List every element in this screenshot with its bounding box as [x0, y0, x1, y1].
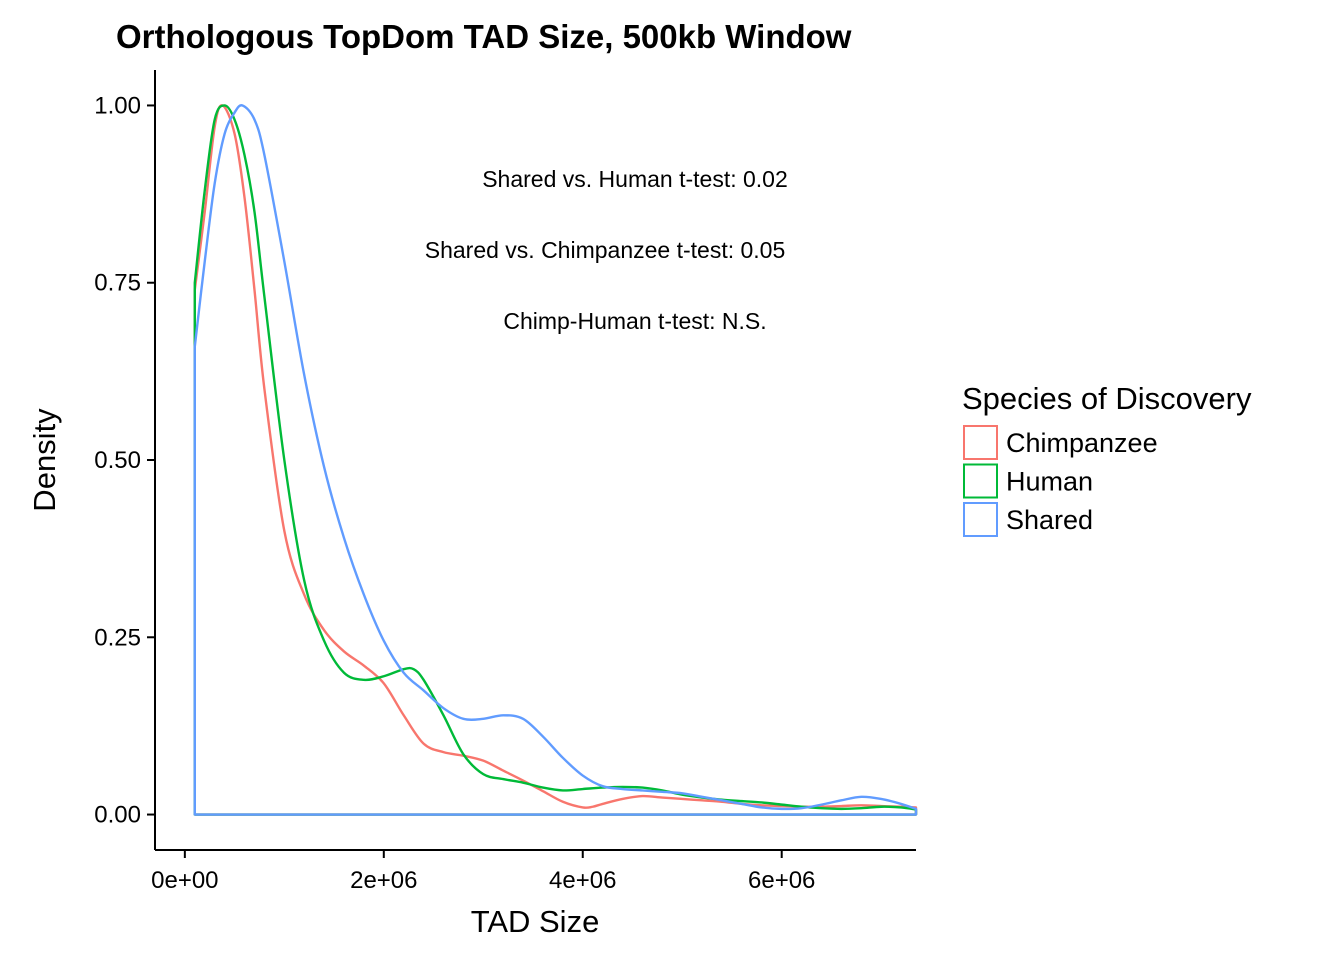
x-tick-label: 0e+00: [151, 867, 218, 894]
legend-key-shared: [963, 502, 998, 537]
annotation-chimp-human: Chimp-Human t-test: N.S.: [503, 308, 766, 334]
series-layer: [193, 104, 918, 816]
x-tick-label: 2e+06: [350, 867, 417, 894]
x-ticks: 0e+00 2e+06 4e+06 6e+06: [151, 850, 815, 894]
legend-label-human: Human: [1006, 467, 1093, 497]
legend-label-shared: Shared: [1006, 505, 1093, 535]
x-tick-label: 4e+06: [549, 867, 616, 894]
legend: Species of Discovery Chimpanzee Human Shar…: [962, 381, 1252, 537]
y-tick-label: 0.50: [94, 447, 141, 474]
y-tick-label: 0.25: [94, 624, 141, 651]
density-curve-shared: [193, 104, 918, 816]
legend-items: Chimpanzee Human Shared: [963, 425, 1158, 537]
y-tick-label: 1.00: [94, 92, 141, 119]
y-tick-label: 0.75: [94, 270, 141, 297]
annotation-shared-vs-human: Shared vs. Human t-test: 0.02: [482, 166, 788, 192]
density-curve-chimpanzee: [193, 104, 918, 816]
y-axis-title: Density: [27, 408, 62, 512]
x-tick-label: 6e+06: [748, 867, 815, 894]
legend-title: Species of Discovery: [962, 381, 1252, 416]
plot-area: 0.00 0.25 0.50 0.75 1.00 0e+00 2e+06 4e+06 6e+0…: [94, 70, 918, 894]
annotation-shared-vs-chimpanzee: Shared vs. Chimpanzee t-test: 0.05: [425, 237, 786, 263]
y-tick-label: 0.00: [94, 802, 141, 829]
annotations: Shared vs. Human t-test: 0.02 Shared vs.…: [425, 166, 788, 334]
legend-label-chimpanzee: Chimpanzee: [1006, 428, 1158, 458]
chart-title: Orthologous TopDom TAD Size, 500kb Windo…: [116, 18, 852, 55]
x-axis-title: TAD Size: [471, 904, 600, 939]
y-ticks: 0.00 0.25 0.50 0.75 1.00: [94, 92, 155, 829]
legend-key-chimpanzee: [963, 425, 998, 460]
density-curve-human: [193, 104, 918, 816]
legend-key-human: [963, 463, 998, 499]
